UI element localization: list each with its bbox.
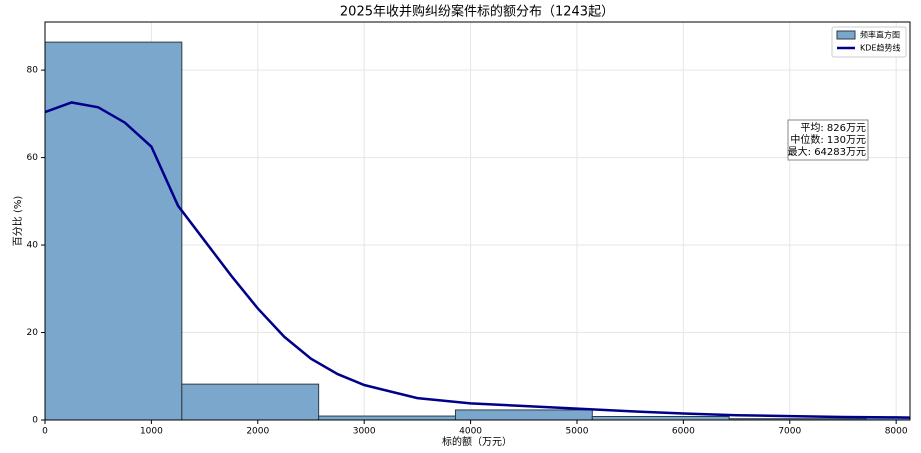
annotation-text: 中位数: 130万元 xyxy=(790,133,866,146)
histogram-bar xyxy=(865,416,910,420)
y-tick-label: 80 xyxy=(27,66,39,76)
x-tick-label: 6000 xyxy=(672,427,695,437)
plot-area xyxy=(45,41,910,420)
chart-title: 2025年收并购纠纷案件标的额分布（1243起） xyxy=(340,4,614,20)
x-tick-label: 4000 xyxy=(459,427,482,437)
legend: 频率直方图 KDE趋势线 xyxy=(831,26,907,58)
x-tick-label: 1000 xyxy=(140,427,163,437)
histogram-bar xyxy=(181,383,320,420)
annotation-text: 平均: 826万元 xyxy=(800,122,866,134)
y-tick-label: 0 xyxy=(32,416,38,426)
x-tick-label: 7000 xyxy=(778,427,801,437)
histogram-bar xyxy=(318,415,456,420)
legend-label: KDE趋势线 xyxy=(860,43,900,53)
y-axis-label: 百分比 (%) xyxy=(12,196,24,247)
x-tick-label: 0 xyxy=(42,427,48,437)
y-tick-label: 20 xyxy=(27,328,39,338)
annotation-text: 最大: 64283万元 xyxy=(788,145,866,158)
y-tick-label: 60 xyxy=(27,153,39,163)
x-axis-label: 标的额（万元） xyxy=(442,435,512,448)
x-tick-label: 3000 xyxy=(353,427,376,437)
axes: 0 1000 2000 3000 4000 5000 6000 7000 8000 0 20 40 60… xyxy=(27,21,911,437)
legend-label: 频率直方图 xyxy=(860,30,900,40)
histogram-bar xyxy=(591,416,730,420)
kde-line xyxy=(45,101,910,419)
legend-swatch xyxy=(836,30,856,40)
histogram-bar xyxy=(454,409,593,420)
histogram-bar xyxy=(45,41,183,420)
x-tick-label: 5000 xyxy=(566,427,589,437)
annotation-box xyxy=(787,119,869,161)
x-tick-label: 2000 xyxy=(246,427,269,437)
plot-frame xyxy=(44,21,911,421)
y-tick-label: 40 xyxy=(27,241,39,251)
x-tick-label: 8000 xyxy=(885,427,908,437)
